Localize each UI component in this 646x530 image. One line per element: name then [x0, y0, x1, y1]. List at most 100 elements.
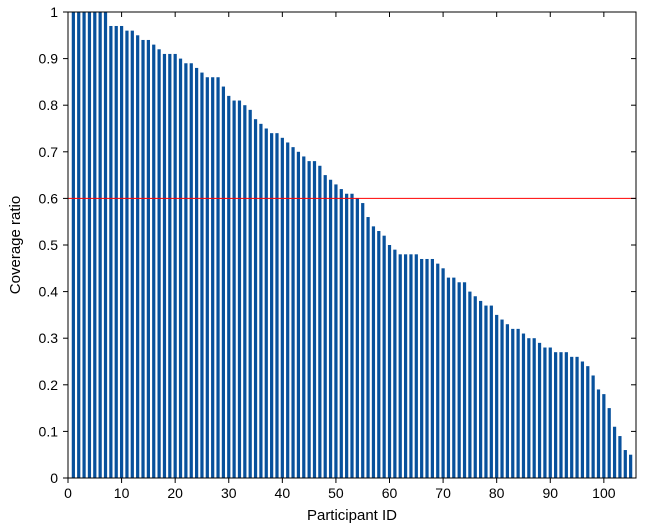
bar: [211, 77, 214, 478]
bar: [265, 129, 268, 479]
bar: [324, 175, 327, 478]
x-tick-label: 100: [592, 485, 616, 501]
bar: [82, 12, 85, 478]
bar: [99, 12, 102, 478]
bar: [613, 427, 616, 478]
bar: [195, 68, 198, 478]
y-tick-label: 0.6: [39, 190, 59, 206]
bar: [506, 324, 509, 478]
bar: [340, 189, 343, 478]
bar: [179, 59, 182, 478]
bar: [377, 231, 380, 478]
bar: [109, 26, 112, 478]
bar: [624, 450, 627, 478]
bar: [313, 161, 316, 478]
bar: [415, 254, 418, 478]
bar: [447, 278, 450, 478]
bar: [458, 282, 461, 478]
chart-svg: 010203040506070809010000.10.20.30.40.50.…: [0, 0, 646, 530]
bar: [216, 77, 219, 478]
bar: [163, 54, 166, 478]
bar: [131, 31, 134, 478]
y-tick-label: 0.7: [39, 144, 59, 160]
bar: [361, 203, 364, 478]
bar: [174, 54, 177, 478]
bar: [366, 217, 369, 478]
bar: [511, 329, 514, 478]
x-axis-label: Participant ID: [307, 507, 397, 524]
bar: [608, 408, 611, 478]
bar: [125, 31, 128, 478]
bar: [420, 259, 423, 478]
bar: [500, 320, 503, 478]
bar: [425, 259, 428, 478]
bar: [629, 455, 632, 478]
bar: [441, 268, 444, 478]
bar: [222, 87, 225, 478]
bar: [302, 156, 305, 478]
bar: [452, 278, 455, 478]
bar: [329, 180, 332, 478]
bar: [147, 40, 150, 478]
y-axis-label: Coverage ratio: [7, 196, 24, 294]
bar: [334, 184, 337, 478]
bar: [157, 49, 160, 478]
bar: [549, 348, 552, 478]
bar: [592, 375, 595, 478]
bar: [275, 133, 278, 478]
bar: [479, 301, 482, 478]
x-tick-label: 20: [167, 485, 183, 501]
y-tick-label: 0.2: [39, 377, 59, 393]
bar: [254, 119, 257, 478]
bar: [597, 389, 600, 478]
bar: [522, 334, 525, 478]
bar: [350, 194, 353, 478]
bar: [474, 296, 477, 478]
bar: [168, 54, 171, 478]
bar: [120, 26, 123, 478]
bar: [581, 362, 584, 479]
bar: [618, 436, 621, 478]
x-tick-label: 0: [64, 485, 72, 501]
bar: [409, 254, 412, 478]
bar: [399, 254, 402, 478]
y-tick-label: 0.1: [39, 423, 59, 439]
bar: [345, 194, 348, 478]
bar: [227, 96, 230, 478]
bar: [104, 12, 107, 478]
bar: [190, 63, 193, 478]
bar: [436, 264, 439, 478]
bar: [527, 338, 530, 478]
bar: [517, 329, 520, 478]
bar: [356, 198, 359, 478]
bar: [286, 142, 289, 478]
x-tick-label: 60: [382, 485, 398, 501]
bar: [393, 250, 396, 478]
bar: [543, 348, 546, 478]
x-tick-label: 10: [114, 485, 130, 501]
bar: [291, 147, 294, 478]
bar: [495, 315, 498, 478]
bar: [259, 124, 262, 478]
bar: [388, 245, 391, 478]
bar: [383, 236, 386, 478]
bar: [533, 338, 536, 478]
bar: [602, 394, 605, 478]
bar: [184, 63, 187, 478]
bar: [586, 366, 589, 478]
bar: [93, 12, 96, 478]
y-tick-label: 0.9: [39, 51, 59, 67]
x-tick-label: 50: [328, 485, 344, 501]
bar: [297, 152, 300, 478]
coverage-ratio-chart: 010203040506070809010000.10.20.30.40.50.…: [0, 0, 646, 530]
bar: [136, 35, 139, 478]
bar: [554, 352, 557, 478]
bar: [88, 12, 91, 478]
x-tick-label: 40: [275, 485, 291, 501]
bar: [152, 45, 155, 478]
bar: [490, 306, 493, 478]
bar: [72, 12, 75, 478]
bar: [233, 101, 236, 478]
bar: [281, 138, 284, 478]
y-tick-label: 1: [50, 4, 58, 20]
